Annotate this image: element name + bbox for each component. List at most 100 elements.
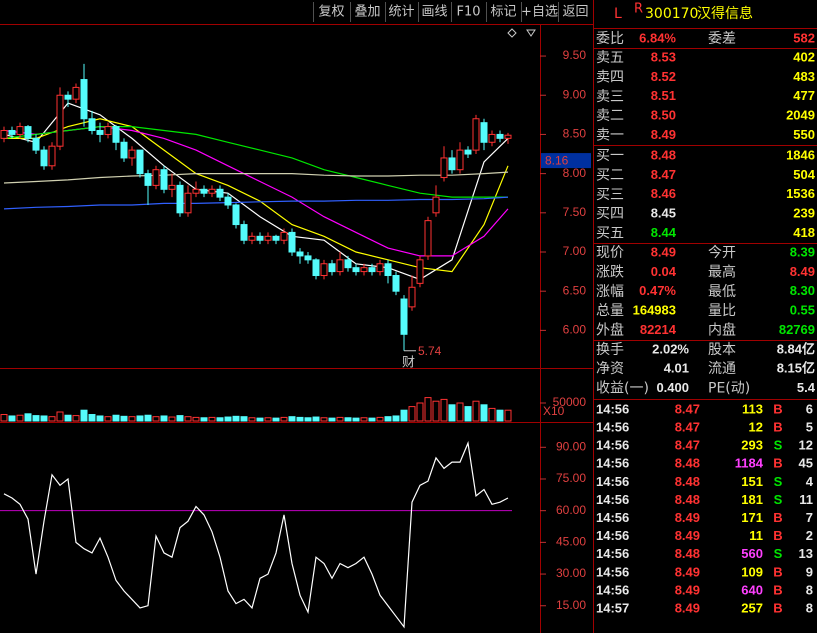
quote-text: 6 bbox=[806, 401, 813, 416]
quote-text: 14:56 bbox=[596, 510, 629, 525]
y-tick-label: 45.00 bbox=[556, 535, 586, 549]
candle-body bbox=[32, 137, 40, 151]
candle-body bbox=[400, 298, 408, 335]
price-marker-label: 8.16 bbox=[545, 153, 569, 167]
quote-text: 8.47 bbox=[651, 167, 676, 182]
y-tick-label: 9.50 bbox=[563, 48, 587, 62]
quote-text: B bbox=[773, 582, 782, 597]
candle-body bbox=[304, 255, 312, 261]
toolbar-button[interactable]: 叠加 bbox=[354, 5, 380, 20]
quote-text: 239 bbox=[793, 206, 815, 221]
volume-bar bbox=[504, 409, 512, 422]
candle-body bbox=[56, 94, 64, 147]
quote-text: 8.84亿 bbox=[777, 341, 815, 356]
volume-bar bbox=[120, 415, 128, 422]
toolbar-button[interactable]: F10 bbox=[456, 5, 480, 20]
toolbar-button[interactable]: +自选 bbox=[521, 5, 558, 20]
candle-body bbox=[112, 126, 120, 143]
volume-bar bbox=[32, 415, 40, 422]
quote-text: PE(动) bbox=[708, 380, 750, 396]
volume-bar bbox=[464, 406, 472, 422]
quote-text: 171 bbox=[741, 510, 763, 525]
quote-text: B bbox=[773, 564, 782, 579]
toolbar-button[interactable]: 返回 bbox=[562, 5, 588, 20]
toolbar-button[interactable]: 画线 bbox=[421, 5, 447, 20]
quote-text: 1536 bbox=[786, 186, 815, 201]
candle-body bbox=[176, 184, 184, 214]
volume-bar bbox=[208, 416, 216, 422]
candle-body bbox=[192, 188, 200, 194]
quote-text: 8.39 bbox=[790, 244, 815, 259]
quote-text: 卖五 bbox=[596, 50, 624, 66]
quote-text: S bbox=[774, 546, 783, 561]
quote-text: B bbox=[773, 420, 782, 435]
quote-text: 14:56 bbox=[596, 456, 629, 471]
candle-body bbox=[48, 145, 56, 167]
y-tick-label: 8.50 bbox=[563, 127, 587, 141]
toolbar-button[interactable]: 标记 bbox=[490, 5, 516, 20]
quote-text: 14:57 bbox=[596, 601, 629, 616]
quote-text: 8.49 bbox=[675, 528, 700, 543]
quote-text: 内盘 bbox=[708, 322, 736, 339]
quote-text: 8.48 bbox=[675, 456, 700, 471]
candle-body bbox=[128, 149, 136, 159]
quote-text: 卖三 bbox=[596, 89, 624, 105]
y-tick-label: 8.00 bbox=[563, 166, 587, 180]
volume-bar bbox=[360, 417, 368, 422]
volume-bar bbox=[376, 416, 384, 422]
candle-body bbox=[64, 94, 72, 100]
y-tick-label: 7.00 bbox=[563, 244, 587, 258]
candle-body bbox=[408, 286, 416, 308]
quote-text: 8.49 bbox=[790, 264, 815, 279]
quote-text: 8.30 bbox=[790, 283, 815, 298]
volume-bar bbox=[176, 415, 184, 422]
volume-bar bbox=[408, 406, 416, 422]
toolbar-button[interactable]: 复权 bbox=[318, 4, 344, 20]
quote-text: 0.47% bbox=[639, 283, 676, 298]
panel-icons bbox=[507, 28, 536, 38]
quote-text: S bbox=[774, 438, 783, 453]
candle-body bbox=[168, 184, 176, 190]
quote-text: 582 bbox=[793, 30, 815, 45]
quote-text: 0.55 bbox=[790, 303, 815, 318]
volume-bar bbox=[288, 416, 296, 422]
candle-body bbox=[224, 196, 232, 206]
candle-body bbox=[72, 86, 80, 100]
quote-text: 82769 bbox=[779, 322, 815, 337]
quote-text: 14:56 bbox=[596, 564, 629, 579]
candle-body bbox=[136, 149, 144, 175]
toolbar-button[interactable]: 统计 bbox=[388, 5, 414, 20]
quote-text: 8.47 bbox=[675, 420, 700, 435]
quote-text: 最低 bbox=[708, 284, 736, 300]
y-tick-label: 6.00 bbox=[563, 323, 587, 337]
quote-text: 5 bbox=[806, 420, 813, 435]
candle-body bbox=[208, 188, 216, 194]
volume-bar bbox=[480, 404, 488, 422]
candle-body bbox=[416, 259, 424, 284]
candle-body bbox=[264, 235, 272, 241]
quote-text: 8.49 bbox=[651, 127, 676, 142]
quote-text: 257 bbox=[741, 601, 763, 616]
volume-bar bbox=[352, 417, 360, 422]
quote-text: 12 bbox=[749, 420, 763, 435]
quote-text: S bbox=[774, 492, 783, 507]
quote-text: 109 bbox=[741, 564, 763, 579]
candle-body bbox=[320, 263, 328, 277]
quote-text: 量比 bbox=[708, 303, 736, 319]
candle-body bbox=[272, 235, 280, 241]
quote-text: 买三 bbox=[596, 187, 624, 203]
quote-text: 14:56 bbox=[596, 438, 629, 453]
stock-code: 300170 bbox=[645, 6, 698, 22]
candle-body bbox=[488, 133, 496, 143]
candle-body bbox=[88, 118, 96, 132]
quote-text: 8.53 bbox=[651, 49, 676, 64]
quote-text: 13 bbox=[799, 546, 813, 561]
quote-text: 164983 bbox=[633, 303, 676, 318]
quote-text: 640 bbox=[741, 582, 763, 597]
candle-body bbox=[16, 126, 24, 135]
candle-body bbox=[24, 126, 32, 139]
quote-text: 卖二 bbox=[596, 108, 624, 124]
volume-bar bbox=[488, 407, 496, 422]
